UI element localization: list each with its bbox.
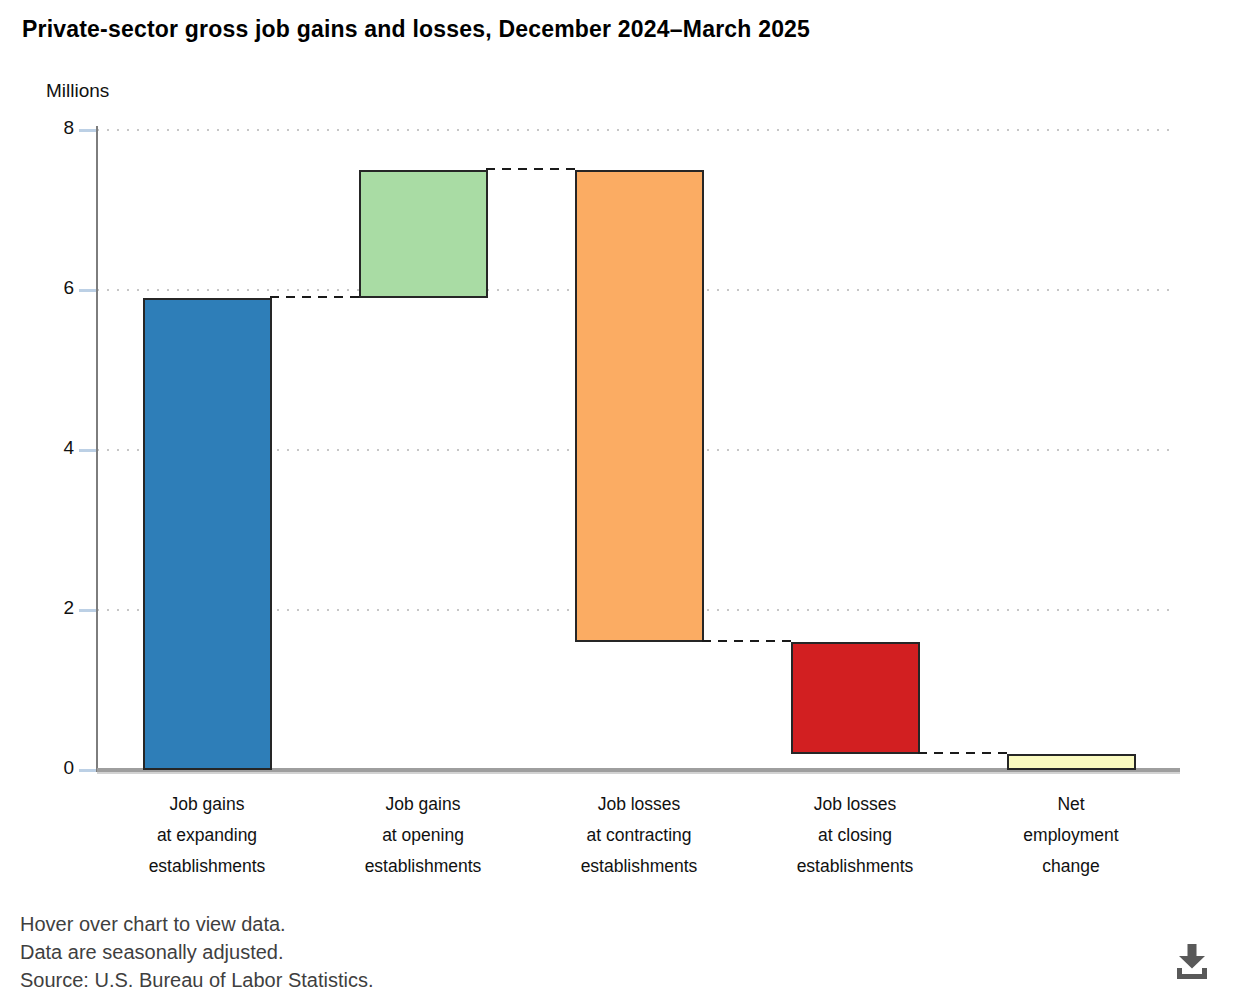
bar-job-gains-opening[interactable] <box>359 170 488 298</box>
footnote-hover-hint: Hover over chart to view data. <box>20 910 374 938</box>
x-axis-label-line: establishments <box>529 851 749 882</box>
waterfall-chart: 02468Job gainsat expandingestablishments… <box>0 0 1240 1000</box>
bar-net-employment-change[interactable] <box>1007 754 1136 770</box>
x-axis-label-line: employment <box>961 820 1181 851</box>
y-tick-label-4: 4 <box>30 437 74 459</box>
bls-chart-page: Private-sector gross job gains and losse… <box>0 0 1240 1000</box>
y-axis-tick-4 <box>79 449 97 452</box>
x-axis-label-job-gains-expanding: Job gainsat expandingestablishments <box>97 789 317 882</box>
x-axis-label-job-losses-closing: Job lossesat closingestablishments <box>745 789 965 882</box>
gridline-8 <box>97 129 1175 131</box>
x-axis-label-line: establishments <box>745 851 965 882</box>
bar-job-losses-contracting[interactable] <box>575 170 704 642</box>
x-axis-label-line: at contracting <box>529 820 749 851</box>
y-tick-label-0: 0 <box>30 757 74 779</box>
connector-line-0-1 <box>270 296 361 298</box>
connector-line-1-2 <box>486 168 577 170</box>
x-axis-label-line: at expanding <box>97 820 317 851</box>
connector-line-2-3 <box>702 640 793 642</box>
x-axis-label-line: at opening <box>313 820 533 851</box>
y-axis-tick-2 <box>79 609 97 612</box>
y-axis-tick-0 <box>79 769 97 772</box>
download-icon[interactable] <box>1170 941 1214 985</box>
x-axis-label-line: change <box>961 851 1181 882</box>
x-axis-label-line: Job gains <box>313 789 533 820</box>
bar-job-losses-closing[interactable] <box>791 642 920 754</box>
x-axis-label-line: Net <box>961 789 1181 820</box>
x-axis-label-job-losses-contracting: Job lossesat contractingestablishments <box>529 789 749 882</box>
footnote-seasonal-adjustment: Data are seasonally adjusted. <box>20 938 374 966</box>
y-axis-line <box>96 126 98 772</box>
x-axis-label-line: Job gains <box>97 789 317 820</box>
x-axis-label-line: establishments <box>313 851 533 882</box>
x-axis-label-line: at closing <box>745 820 965 851</box>
x-axis-label-line: Job losses <box>529 789 749 820</box>
bar-job-gains-expanding[interactable] <box>143 298 272 770</box>
x-axis-label-job-gains-opening: Job gainsat openingestablishments <box>313 789 533 882</box>
y-axis-tick-6 <box>79 289 97 292</box>
y-tick-label-2: 2 <box>30 597 74 619</box>
connector-line-3-4 <box>918 752 1009 754</box>
footnote-source: Source: U.S. Bureau of Labor Statistics. <box>20 966 374 994</box>
y-tick-label-8: 8 <box>30 117 74 139</box>
x-axis-label-net-employment-change: Netemploymentchange <box>961 789 1181 882</box>
x-axis-label-line: Job losses <box>745 789 965 820</box>
y-tick-label-6: 6 <box>30 277 74 299</box>
chart-footnotes: Hover over chart to view data. Data are … <box>20 910 374 994</box>
y-axis-tick-8 <box>79 129 97 132</box>
x-axis-label-line: establishments <box>97 851 317 882</box>
